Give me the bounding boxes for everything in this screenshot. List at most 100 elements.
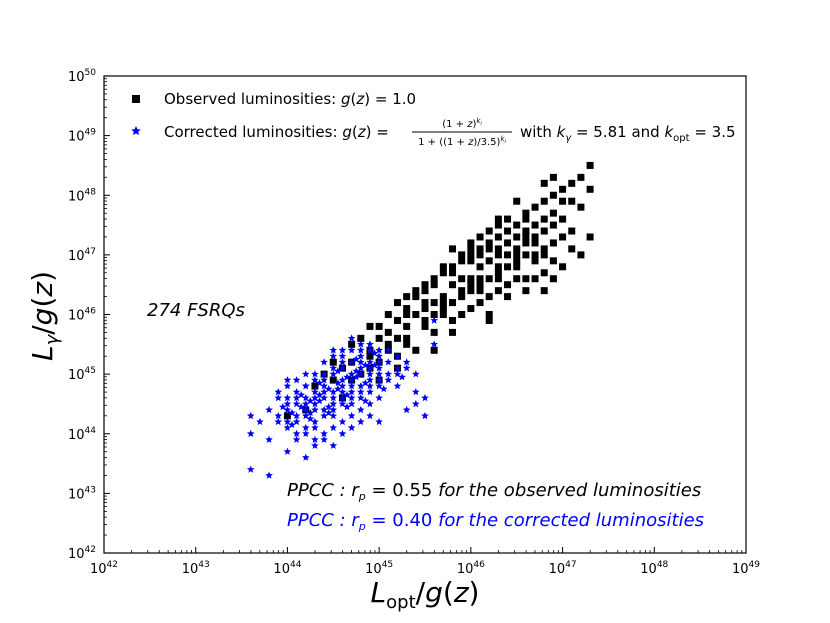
corrected-point: [302, 394, 310, 402]
corrected-point: [265, 471, 273, 479]
observed-point: [476, 251, 484, 259]
observed-point: [513, 197, 521, 205]
corrected-point: [338, 352, 347, 360]
corrected-point: [347, 346, 356, 354]
observed-point: [494, 215, 502, 223]
observed-point: [458, 287, 466, 295]
corrected-point: [357, 405, 365, 414]
x-tick-label: 1043: [182, 560, 210, 577]
corrected-point: [274, 411, 283, 420]
corrected-point: [384, 346, 393, 354]
corrected-point: [329, 423, 338, 431]
observed-point: [531, 203, 539, 211]
observed-point: [485, 311, 493, 318]
observed-point: [403, 340, 411, 348]
corrected-point: [357, 388, 365, 396]
corrected-point: [338, 417, 347, 426]
x-tick-label: 1047: [549, 560, 577, 577]
observed-point: [531, 239, 539, 247]
observed-point: [430, 275, 438, 283]
corrected-point: [347, 423, 356, 431]
observed-point: [329, 376, 337, 384]
observed-point: [375, 334, 383, 342]
corrected-point: [320, 394, 328, 402]
legend-k-values: with kγ = 5.81 and kopt = 3.5: [520, 123, 736, 144]
observed-point: [449, 269, 457, 277]
corrected-point: [329, 370, 338, 378]
observed-point: [504, 239, 512, 247]
corrected-point: [324, 402, 333, 411]
corrected-point: [366, 370, 374, 378]
corrected-point: [274, 394, 283, 402]
corrected-point: [311, 376, 319, 384]
corrected-point: [361, 361, 370, 369]
x-tick-label: 1048: [640, 560, 668, 577]
x-axis-title: Lopt/g(z): [371, 576, 480, 613]
corrected-point: [370, 349, 379, 357]
corrected-point: [375, 394, 383, 402]
corrected-point: [375, 346, 383, 354]
observed-point: [522, 233, 530, 241]
observed-point: [549, 209, 557, 217]
observed-point: [393, 334, 401, 342]
observed-point: [403, 322, 411, 330]
observed-point: [439, 293, 447, 301]
corrected-point: [375, 370, 383, 378]
corrected-point: [302, 411, 310, 420]
corrected-point: [274, 417, 283, 426]
legend-fraction-denominator: 1 + ((1 + z)/3.5)ki: [418, 135, 506, 148]
corrected-point: [338, 388, 347, 396]
observed-point: [577, 251, 585, 259]
corrected-point: [375, 376, 383, 384]
corrected-point: [283, 399, 292, 408]
corrected-point: [265, 435, 273, 443]
observed-point: [439, 311, 447, 318]
observed-point: [522, 209, 530, 217]
observed-point: [393, 299, 401, 307]
observed-point: [549, 173, 557, 181]
observed-point: [586, 185, 594, 193]
observed-point: [531, 275, 539, 283]
corrected-point: [343, 391, 351, 399]
corrected-point: [329, 399, 338, 408]
observed-point: [549, 257, 557, 265]
observed-point: [494, 287, 502, 295]
corrected-point: [398, 373, 406, 381]
observed-point: [476, 233, 484, 241]
observed-point: [540, 251, 548, 259]
corrected-point: [412, 399, 420, 408]
observed-point: [467, 257, 475, 265]
observed-point: [531, 221, 539, 229]
corrected-point: [357, 394, 365, 402]
observed-point: [449, 316, 457, 324]
observed-point: [549, 191, 557, 199]
corrected-point: [402, 364, 411, 372]
corrected-point: [366, 382, 374, 390]
corrected-point: [347, 334, 356, 342]
observed-point: [504, 215, 512, 223]
corrected-point: [366, 340, 374, 348]
corrected-point: [334, 367, 342, 375]
x-tick-label: 1044: [273, 560, 301, 577]
corrected-point: [283, 382, 292, 390]
observed-point: [430, 346, 438, 354]
observed-point: [384, 328, 392, 336]
observed-point: [421, 322, 429, 330]
observed-point: [494, 245, 502, 253]
corrected-point: [302, 370, 310, 378]
corrected-point: [412, 388, 420, 396]
observed-point: [531, 257, 539, 265]
corrected-point: [329, 441, 338, 449]
corrected-point: [347, 399, 356, 408]
corrected-point: [347, 388, 356, 396]
observed-point: [485, 245, 493, 253]
corrected-point: [357, 340, 365, 348]
observed-point: [476, 245, 484, 253]
corrected-point: [288, 408, 296, 417]
legend-label-corrected: Corrected luminosities: g(z) =: [164, 123, 389, 141]
corrected-point: [283, 405, 292, 414]
observed-point: [540, 245, 548, 253]
corrected-point: [357, 382, 365, 390]
corrected-point: [302, 453, 310, 461]
observed-point: [449, 281, 457, 289]
